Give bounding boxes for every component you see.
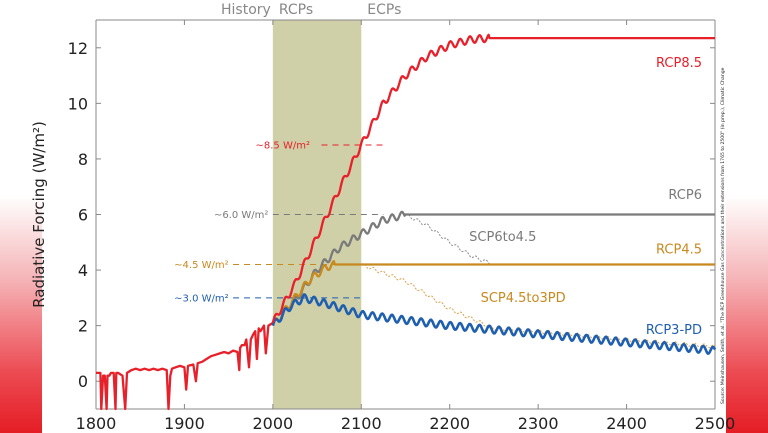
y-axis-label: Radiative Forcing (W/m²) — [30, 121, 48, 308]
era-label-ecps: ECPs — [367, 2, 401, 18]
series-label-rcp3-pd: RCP3-PD — [646, 323, 702, 338]
y-tick-label: 6 — [78, 206, 88, 225]
y-tick-label: 2 — [78, 317, 88, 336]
annotation-8-5: ~8.5 W/m² — [256, 141, 310, 152]
series-line-rcp3-pd — [271, 293, 717, 355]
series-line-rcp6 — [271, 210, 716, 326]
series-label-scp6to4-5: SCP6to4.5 — [469, 230, 536, 245]
y-axis-ticks: 0 2 4 6 8 10 12 — [68, 39, 715, 391]
forcing-annotations: ~8.5 W/m² ~6.0 W/m² ~4.5 W/m² ~3.0 W/m² — [174, 141, 310, 305]
series-label-rcp4-5: RCP4.5 — [656, 242, 702, 257]
x-tick-label: 2000 — [252, 414, 293, 433]
x-tick-label: 2400 — [606, 414, 647, 433]
x-tick-label: 2100 — [341, 414, 382, 433]
x-tick-label: 1800 — [76, 414, 117, 433]
annotation-6-0: ~6.0 W/m² — [214, 210, 268, 221]
series-label-rcp6: RCP6 — [668, 188, 702, 203]
series-line-rcp4-5 — [271, 260, 716, 326]
y-tick-label: 10 — [68, 94, 88, 113]
x-tick-label: 2500 — [695, 414, 736, 433]
x-tick-label: 1900 — [164, 414, 205, 433]
era-labels: History RCPs ECPs — [221, 2, 401, 18]
series-label-scp4-5to3pd: SCP4.5to3PD — [481, 291, 566, 306]
right-red-gradient-band — [726, 195, 768, 433]
series-lines — [96, 33, 717, 411]
series-labels: RCP8.5 RCP6 SCP6to4.5 RCP4.5 SCP4.5to3PD… — [469, 56, 702, 338]
y-tick-label: 12 — [68, 39, 88, 58]
x-tick-label: 2300 — [518, 414, 559, 433]
y-tick-label: 0 — [78, 372, 88, 391]
series-line-history — [96, 321, 274, 411]
series-label-rcp8-5: RCP8.5 — [656, 56, 702, 71]
annotation-4-5: ~4.5 W/m² — [174, 260, 228, 271]
era-label-rcps: RCPs — [279, 2, 313, 18]
y-tick-label: 4 — [78, 261, 88, 280]
annotation-3-0: ~3.0 W/m² — [174, 293, 228, 304]
y-tick-label: 8 — [78, 150, 88, 169]
x-axis-ticks: 1800 1900 2000 2100 2200 2300 2400 2500 — [76, 20, 736, 433]
series-line-rcp8-5 — [271, 33, 716, 324]
era-label-history: History — [221, 2, 271, 18]
series-line-scp6to4-5 — [405, 213, 495, 266]
source-citation: Source: Meinshausen, Smith, et al. "The … — [720, 67, 726, 404]
x-tick-label: 2200 — [429, 414, 470, 433]
left-red-gradient-band — [0, 195, 42, 433]
